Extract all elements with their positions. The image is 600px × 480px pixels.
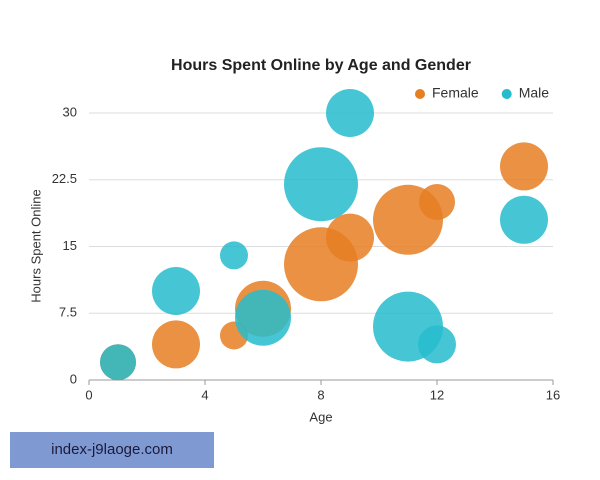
watermark-box: [10, 432, 214, 468]
y-tick-label: 7.5: [59, 305, 77, 320]
y-tick-label: 15: [63, 238, 77, 253]
bubble: [326, 213, 374, 262]
bubble: [100, 344, 136, 381]
x-tick-label: 4: [201, 387, 208, 402]
bubble: [326, 89, 374, 137]
bubble: [220, 241, 248, 270]
x-tick-label: 16: [546, 387, 560, 402]
bubble: [418, 325, 456, 364]
y-axis-label: Hours Spent Online: [28, 189, 43, 302]
bubble: [235, 289, 291, 346]
legend-label: Female: [432, 85, 479, 101]
legend-label: Male: [519, 85, 550, 101]
watermark: index-j9laoge.com: [51, 441, 173, 458]
legend-marker: [501, 89, 512, 99]
bubble: [152, 320, 200, 369]
y-tick-label: 22.5: [52, 171, 77, 186]
legend-marker: [415, 89, 425, 99]
bubble: [500, 195, 548, 244]
x-axis-label: Age: [309, 409, 332, 424]
bubble: [152, 267, 200, 315]
x-tick-label: 12: [430, 387, 444, 402]
x-tick-label: 8: [317, 387, 324, 402]
y-tick-label: 30: [63, 104, 77, 119]
bubble: [500, 142, 548, 191]
y-tick-label: 0: [70, 371, 77, 386]
bubble: [419, 184, 455, 220]
chart-title: Hours Spent Online by Age and Gender: [171, 57, 471, 74]
x-tick-label: 0: [85, 387, 92, 402]
bubble: [284, 147, 358, 222]
